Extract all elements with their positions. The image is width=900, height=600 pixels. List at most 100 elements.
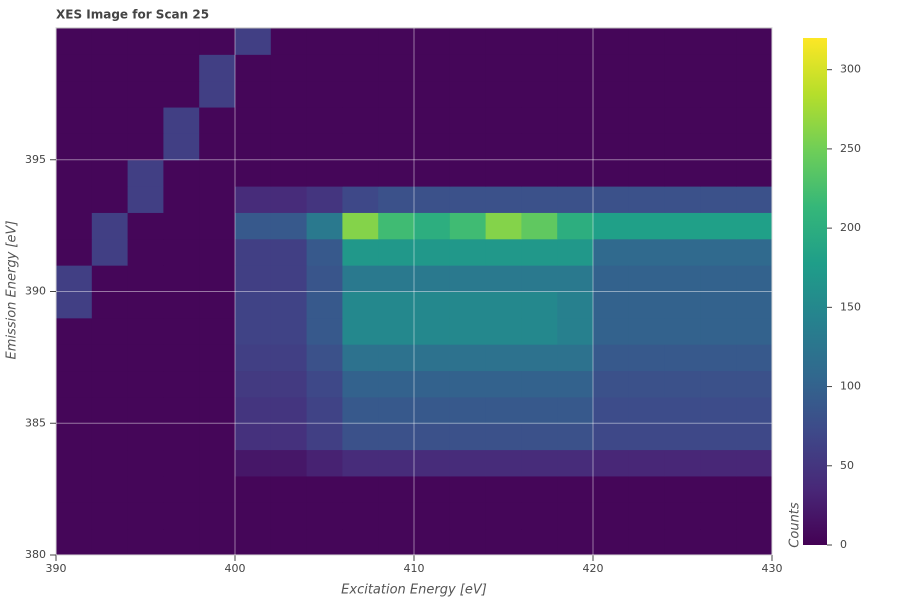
heatmap-cell [91, 291, 129, 319]
heatmap-cell [235, 449, 272, 477]
heatmap-cell [521, 344, 558, 372]
heatmap-cell [91, 186, 129, 213]
heatmap-cell [127, 475, 164, 503]
heatmap-cell [342, 186, 379, 213]
heatmap-cell [664, 449, 701, 477]
heatmap-cell [449, 133, 487, 161]
heatmap-cell [521, 133, 558, 161]
heatmap-cell [91, 159, 129, 187]
heatmap-cell [700, 212, 737, 240]
heatmap-cell [449, 80, 487, 108]
heatmap-cell [342, 80, 379, 108]
heatmap-cell [127, 396, 164, 424]
heatmap-cell [593, 502, 630, 530]
heatmap-cell [628, 475, 666, 503]
heatmap-cell [414, 423, 451, 451]
y-tick-label: 380 [25, 548, 46, 561]
heatmap-cell [306, 186, 343, 213]
heatmap-cell [700, 502, 737, 530]
heatmap-cell [700, 528, 737, 555]
heatmap-cell [736, 80, 772, 108]
heatmap-cell [306, 528, 343, 555]
heatmap-cell [270, 186, 308, 213]
heatmap-cell [736, 502, 772, 530]
heatmap-cell [736, 265, 772, 292]
heatmap-cell [91, 54, 129, 82]
heatmap-cell [449, 475, 487, 503]
heatmap-cell [378, 159, 415, 187]
heatmap-cell [270, 80, 308, 108]
heatmap-cell [414, 186, 451, 213]
heatmap-cell [56, 502, 93, 530]
heatmap-cell [521, 265, 558, 292]
heatmap-cell [270, 238, 308, 266]
heatmap-cell [270, 396, 308, 424]
heatmap-cell [56, 107, 93, 134]
heatmap-cell [700, 186, 737, 213]
heatmap-cell [485, 344, 522, 372]
heatmap-cell [91, 80, 129, 108]
heatmap-cell [306, 212, 343, 240]
heatmap-cell [664, 54, 701, 82]
heatmap-cell [628, 80, 666, 108]
heatmap-cell [593, 449, 630, 477]
heatmap-cell [163, 475, 200, 503]
heatmap-cell [270, 449, 308, 477]
heatmap-cell [485, 265, 522, 292]
heatmap-cell [163, 423, 200, 451]
heatmap-cell [91, 502, 129, 530]
heatmap-cell [378, 186, 415, 213]
heatmap-cell [521, 528, 558, 555]
heatmap-cell [199, 502, 236, 530]
x-tick-label: 430 [762, 562, 783, 575]
heatmap-cell [270, 317, 308, 345]
heatmap-cell [414, 28, 451, 55]
heatmap-cell [557, 212, 594, 240]
heatmap-cell [342, 107, 379, 134]
heatmap-cell [485, 291, 522, 319]
heatmap-cell [378, 212, 415, 240]
heatmap-cell [199, 54, 236, 82]
heatmap-cell [306, 423, 343, 451]
heatmap-cell [199, 265, 236, 292]
heatmap-cell [91, 265, 129, 292]
heatmap-cell [521, 54, 558, 82]
heatmap-cell [736, 28, 772, 55]
heatmap-cell [163, 80, 200, 108]
heatmap-cell [127, 80, 164, 108]
heatmap-cell [127, 265, 164, 292]
heatmap-cell [485, 528, 522, 555]
heatmap-cell [378, 28, 415, 55]
heatmap-cell [449, 449, 487, 477]
heatmap-cell [342, 502, 379, 530]
heatmap-cell [270, 133, 308, 161]
heatmap-cell [664, 212, 701, 240]
heatmap-cell [306, 54, 343, 82]
heatmap-cell [449, 186, 487, 213]
heatmap-cell [557, 238, 594, 266]
heatmap-cell [664, 475, 701, 503]
heatmap-cell [270, 291, 308, 319]
heatmap-cell [306, 133, 343, 161]
heatmap-cell [664, 186, 701, 213]
heatmap-cell [664, 107, 701, 134]
heatmap-cell [306, 107, 343, 134]
heatmap-cell [163, 528, 200, 555]
heatmap-cell [127, 54, 164, 82]
heatmap-cell [700, 317, 737, 345]
heatmap-cell [306, 238, 343, 266]
heatmap-cell [664, 291, 701, 319]
heatmap-cell [199, 107, 236, 134]
heatmap-cell [736, 107, 772, 134]
heatmap-cell [593, 186, 630, 213]
heatmap-cell [342, 54, 379, 82]
heatmap-cell [56, 238, 93, 266]
heatmap-cell [628, 317, 666, 345]
heatmap-cell [557, 159, 594, 187]
heatmap-cell [557, 370, 594, 398]
heatmap-cell [91, 317, 129, 345]
heatmap-cell [91, 423, 129, 451]
heatmap-cell [449, 54, 487, 82]
heatmap-cell [91, 449, 129, 477]
